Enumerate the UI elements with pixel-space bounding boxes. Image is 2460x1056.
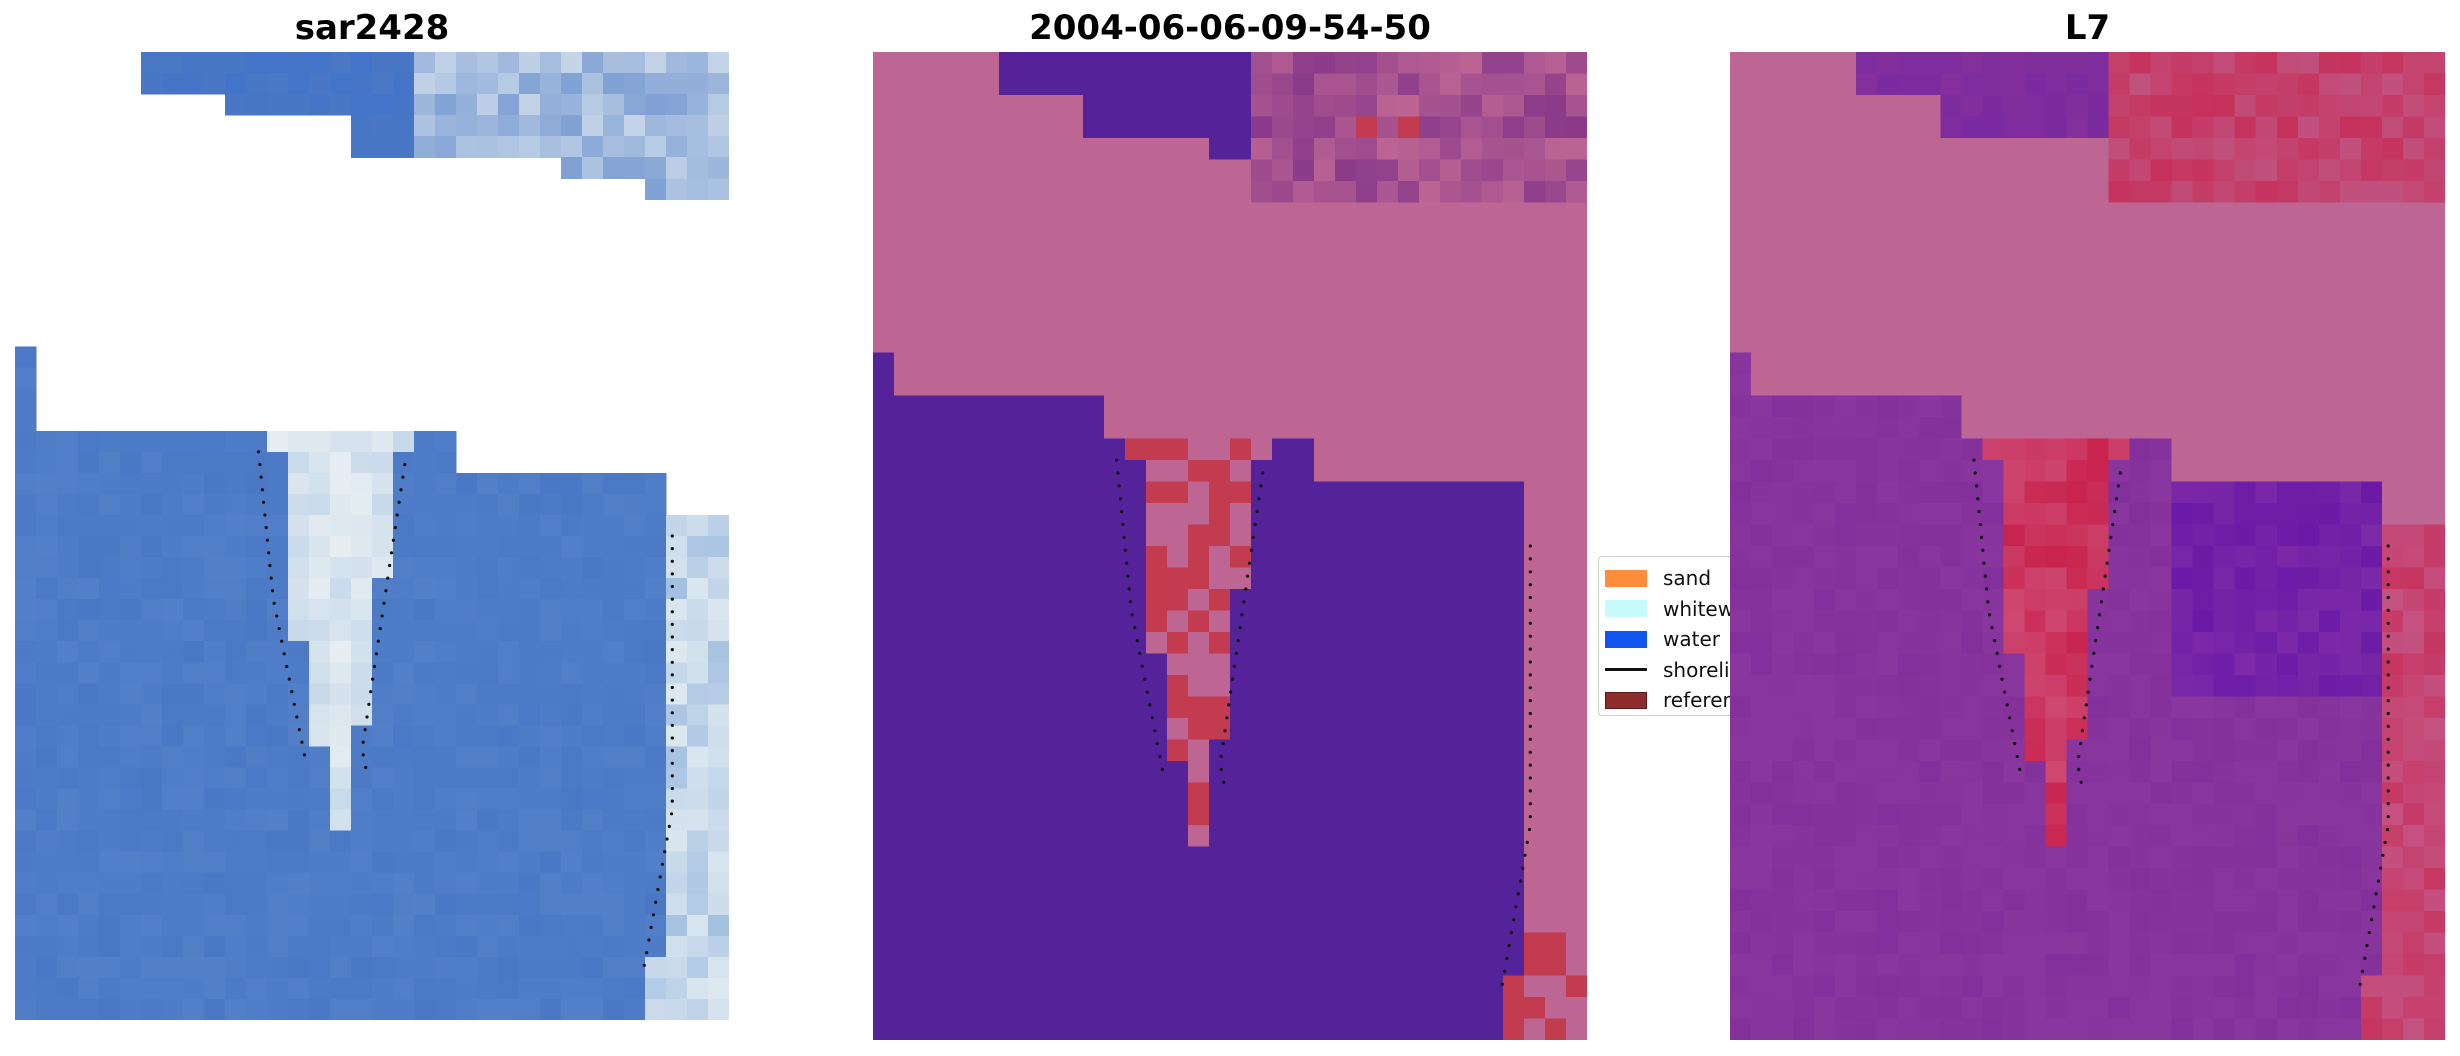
pixel-grid — [15, 52, 729, 1020]
legend-item-water: water — [1605, 624, 1730, 654]
legend-patch-whitewater — [1605, 600, 1647, 617]
rgb-image-panel — [15, 52, 729, 1020]
legend-item-sand: sand — [1605, 563, 1730, 593]
legend-label: shoreline — [1663, 657, 1730, 682]
legend-patch-sand — [1605, 569, 1647, 587]
shoreline-points — [1115, 458, 1532, 986]
panel-title-index: L7 — [2064, 8, 2111, 48]
legend-item-reference-shoreline: reference shoreline — [1605, 685, 1730, 715]
pixel-grid — [1730, 52, 2445, 1040]
legend-item-shoreline: shoreline — [1605, 655, 1730, 685]
panel-title-classification: 2004-06-06-09-54-50 — [1029, 8, 1431, 48]
classification-image-panel — [873, 52, 1587, 1040]
legend-patch-water — [1605, 630, 1647, 648]
legend-label: sand — [1663, 566, 1712, 590]
legend-label: water — [1663, 627, 1720, 651]
shoreline-points — [1972, 458, 2390, 986]
legend-patch-reference-shoreline — [1605, 691, 1647, 709]
index-image-panel — [1730, 52, 2445, 1040]
legend-label: reference shoreline — [1663, 688, 1730, 712]
shoreline-points — [257, 450, 674, 967]
panel-title-rgb: sar2428 — [294, 8, 450, 48]
pixel-grid — [873, 52, 1587, 1040]
legend-line-shoreline — [1605, 668, 1647, 671]
